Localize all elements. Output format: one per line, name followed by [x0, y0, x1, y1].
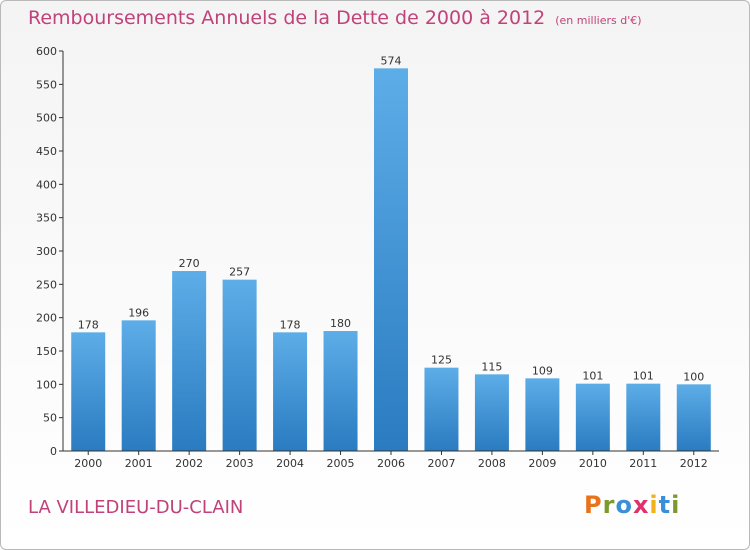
y-tick-label: 600: [36, 45, 57, 58]
bar-value-label: 100: [683, 370, 704, 383]
brand-letter: i: [649, 491, 659, 519]
bars: 178 196 270 257 178 180 574 125 115 109 101 101 100: [71, 54, 711, 451]
bar-value-label: 101: [633, 370, 654, 383]
bar-value-label: 270: [179, 257, 200, 270]
x-tick-label: 2002: [175, 457, 203, 470]
bar-value-label: 178: [78, 318, 99, 331]
chart-unit-note: (en milliers d'€): [555, 14, 642, 27]
bar: [222, 279, 257, 451]
y-tick-label: 200: [36, 312, 57, 325]
proxiti-logo: Proxiti: [584, 491, 680, 519]
bar-value-label: 101: [582, 370, 603, 383]
x-tick-label: 2011: [629, 457, 657, 470]
bar: [676, 384, 711, 451]
y-axis: 0 50 100 150 200 250 300 350 400 450 500 550 600: [36, 45, 64, 458]
bar-value-label: 109: [532, 364, 553, 377]
bar: [424, 367, 459, 451]
x-tick-label: 2008: [478, 457, 506, 470]
bar-value-label: 257: [229, 266, 250, 279]
bar: [575, 383, 610, 451]
bar: [374, 68, 408, 451]
x-tick-label: 2007: [427, 457, 455, 470]
x-axis: 2000 2001 2002 2003 2004 2005 2006 2007 2008 2009…: [63, 450, 719, 470]
bar: [525, 378, 560, 451]
x-tick-label: 2006: [377, 457, 405, 470]
x-tick-label: 2004: [276, 457, 304, 470]
bar-value-label: 180: [330, 317, 351, 330]
brand-letter: o: [615, 491, 633, 519]
bar-value-label: 115: [481, 360, 502, 373]
chart-title-line: Remboursements Annuels de la Dette de 20…: [28, 7, 642, 29]
y-tick-label: 50: [43, 412, 57, 425]
city-name: LA VILLEDIEU-DU-CLAIN: [28, 497, 244, 518]
y-tick-label: 250: [36, 278, 57, 291]
x-tick-label: 2001: [125, 457, 153, 470]
x-tick-label: 2005: [327, 457, 355, 470]
brand-letter: x: [632, 491, 650, 519]
brand-letter: t: [658, 491, 672, 519]
x-tick-label: 2010: [579, 457, 607, 470]
bar: [474, 374, 509, 451]
bar: [121, 320, 156, 451]
chart-title: Remboursements Annuels de la Dette de 20…: [28, 7, 546, 29]
y-tick-label: 500: [36, 112, 57, 125]
bar-value-label: 125: [431, 354, 452, 367]
y-tick-label: 400: [36, 178, 57, 191]
bar-value-label: 178: [280, 318, 301, 331]
bar: [323, 331, 358, 451]
y-tick-label: 100: [36, 378, 57, 391]
y-tick-label: 300: [36, 245, 57, 258]
bar: [626, 383, 661, 451]
y-tick-label: 450: [36, 145, 57, 158]
y-tick-label: 0: [50, 445, 57, 458]
y-tick-label: 550: [36, 78, 57, 91]
bar-value-label: 574: [381, 54, 402, 67]
x-tick-label: 2003: [226, 457, 254, 470]
brand-letter: r: [602, 491, 616, 519]
y-tick-label: 350: [36, 212, 57, 225]
brand-letter: P: [584, 491, 603, 519]
bar: [172, 271, 207, 451]
bar: [273, 332, 308, 451]
x-tick-label: 2012: [680, 457, 708, 470]
bar: [71, 332, 106, 451]
y-tick-label: 150: [36, 345, 57, 358]
x-tick-label: 2009: [528, 457, 556, 470]
bar-value-label: 196: [128, 306, 149, 319]
x-tick-label: 2000: [74, 457, 102, 470]
bar-chart: 0 50 100 150 200 250 300 350 400 450 500 550 600 178…: [36, 45, 719, 470]
brand-letter: i: [671, 491, 681, 519]
